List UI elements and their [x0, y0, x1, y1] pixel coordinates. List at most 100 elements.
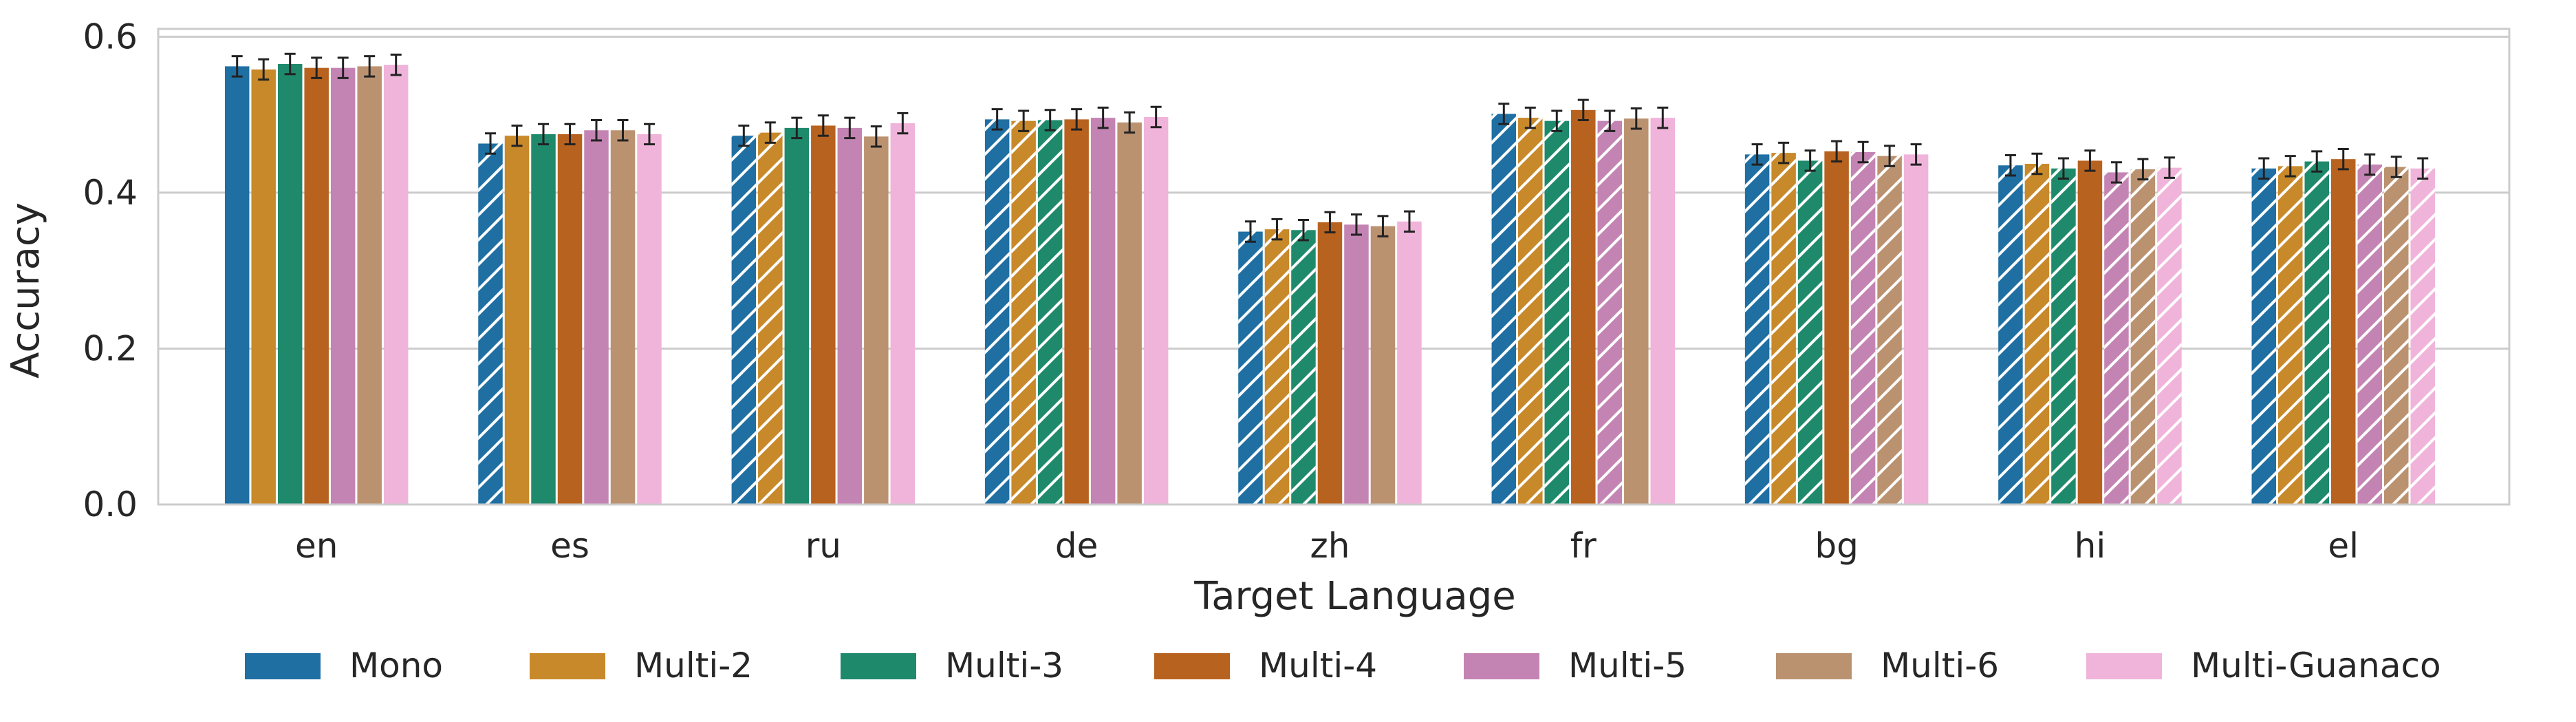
error-bar: [337, 56, 349, 79]
bar-multi-4-ru: [811, 125, 836, 505]
bar-hatch-overlay: [2383, 167, 2409, 505]
bar-multi-6-es: [610, 130, 636, 505]
bar-multi-5-en: [330, 67, 356, 505]
bar-multi-4-de: [1064, 119, 1089, 505]
bar-hatch-overlay: [2104, 172, 2129, 505]
error-bar: [1551, 109, 1563, 132]
legend-label: Multi-6: [1881, 646, 1999, 686]
error-bar: [1297, 219, 1309, 242]
error-bar: [2337, 147, 2349, 171]
error-bar: [1350, 213, 1362, 236]
bar-hatch-overlay: [1491, 114, 1517, 505]
bar-hatch-overlay: [1744, 154, 1770, 505]
legend-swatch-multi-guanaco: [2086, 653, 2162, 679]
error-bar: [844, 116, 856, 140]
bar-hatch-overlay: [1544, 120, 1570, 505]
legend-swatch-multi-5: [1464, 653, 1539, 679]
x-tick-label: zh: [1310, 526, 1350, 566]
bar-multi-4-es: [557, 134, 583, 505]
y-tick-label: 0.2: [83, 328, 138, 368]
error-bar: [1857, 140, 1869, 164]
error-bar: [1657, 106, 1669, 129]
legend-swatch-mono: [245, 653, 321, 679]
error-bar: [231, 55, 243, 78]
legend-swatch-multi-3: [841, 653, 916, 679]
bar-multi-3-es: [531, 134, 556, 505]
bar-multi-6-de: [1117, 122, 1142, 505]
error-bar: [897, 112, 909, 135]
error-bar: [390, 53, 402, 76]
error-bar: [2390, 156, 2402, 178]
bar-hatch-overlay: [1877, 156, 1902, 505]
legend-label: Mono: [349, 646, 443, 686]
error-bar: [617, 119, 629, 142]
bar-hatch-overlay: [2304, 161, 2329, 505]
error-bar: [1097, 106, 1109, 129]
bar-multi-4-fr: [1571, 109, 1596, 505]
error-bar: [1831, 140, 1843, 163]
bar-multi-5-de: [1090, 118, 1116, 505]
error-bar: [2031, 152, 2043, 176]
x-tick-label: es: [550, 526, 589, 566]
bar-multi-guanaco-de: [1143, 117, 1169, 505]
bar-hatch-overlay: [2157, 167, 2182, 505]
bar-hatch-overlay: [2357, 164, 2382, 505]
error-bar: [1884, 145, 1896, 167]
error-bar: [1377, 215, 1389, 237]
legend-label: Multi-5: [1568, 646, 1687, 686]
legend-swatch-multi-6: [1776, 653, 1852, 679]
bar-multi-4-zh: [1317, 222, 1343, 505]
y-tick-label: 0.4: [83, 173, 138, 213]
bar-hatch-overlay: [984, 119, 1010, 505]
error-bar: [644, 123, 656, 146]
error-bar: [791, 116, 803, 140]
bar-hatch-overlay: [1771, 153, 1796, 505]
bar-hatch-overlay: [2130, 169, 2156, 505]
bar-hatch-overlay: [758, 132, 783, 505]
error-bar: [511, 124, 523, 147]
bar-multi-6-zh: [1370, 226, 1396, 505]
error-bar: [1124, 111, 1136, 134]
bar-hatch-overlay: [1238, 231, 1263, 505]
bar-multi-guanaco-fr: [1650, 118, 1676, 505]
error-bar: [1071, 108, 1083, 131]
bar-hatch-overlay: [2251, 168, 2276, 505]
bar-multi-6-ru: [864, 136, 889, 505]
error-bar: [564, 123, 576, 146]
bar-hatch-overlay: [2051, 168, 2076, 505]
x-tick-label: en: [295, 526, 338, 566]
error-bar: [1271, 217, 1283, 241]
legend-label: Multi-2: [634, 646, 753, 686]
legend-swatch-multi-4: [1154, 653, 1230, 679]
x-tick-label: hi: [2075, 526, 2106, 566]
bar-multi-6-fr: [1624, 118, 1649, 505]
error-bar: [1324, 211, 1336, 234]
error-bar: [738, 124, 750, 147]
bar-multi-5-zh: [1344, 224, 1369, 505]
error-bar: [2311, 150, 2323, 173]
y-tick-label: 0.0: [83, 485, 138, 524]
bar-multi-6-en: [357, 66, 382, 505]
error-bar: [870, 125, 882, 148]
error-bar: [2057, 157, 2069, 180]
error-bar: [1524, 106, 1536, 129]
bar-multi-guanaco-zh: [1397, 221, 1422, 505]
legend: Mono Multi-2 Multi-3 Multi-4 Multi-5 Multi-6 M…: [245, 646, 2441, 686]
error-bar: [1630, 107, 1642, 130]
bar-hatch-overlay: [1264, 229, 1290, 505]
error-bar: [2258, 157, 2270, 180]
legend-label: Multi-Guanaco: [2191, 646, 2441, 686]
x-tick-label: fr: [1570, 526, 1597, 566]
bar-multi-guanaco-es: [637, 134, 662, 505]
bar-hatch-overlay: [478, 143, 503, 505]
bar-hatch-overlay: [1518, 118, 1543, 505]
bar-hatch-overlay: [1797, 160, 1823, 505]
y-axis-label: Accuracy: [3, 202, 48, 379]
error-bar: [2284, 155, 2296, 178]
bar-hatch-overlay: [2024, 163, 2050, 505]
legend-swatch-multi-2: [530, 653, 605, 679]
error-bar: [1150, 105, 1162, 129]
y-tick-labels: 0.0 0.2 0.4 0.6: [83, 17, 138, 524]
bar-hatch-overlay: [1850, 151, 1876, 505]
